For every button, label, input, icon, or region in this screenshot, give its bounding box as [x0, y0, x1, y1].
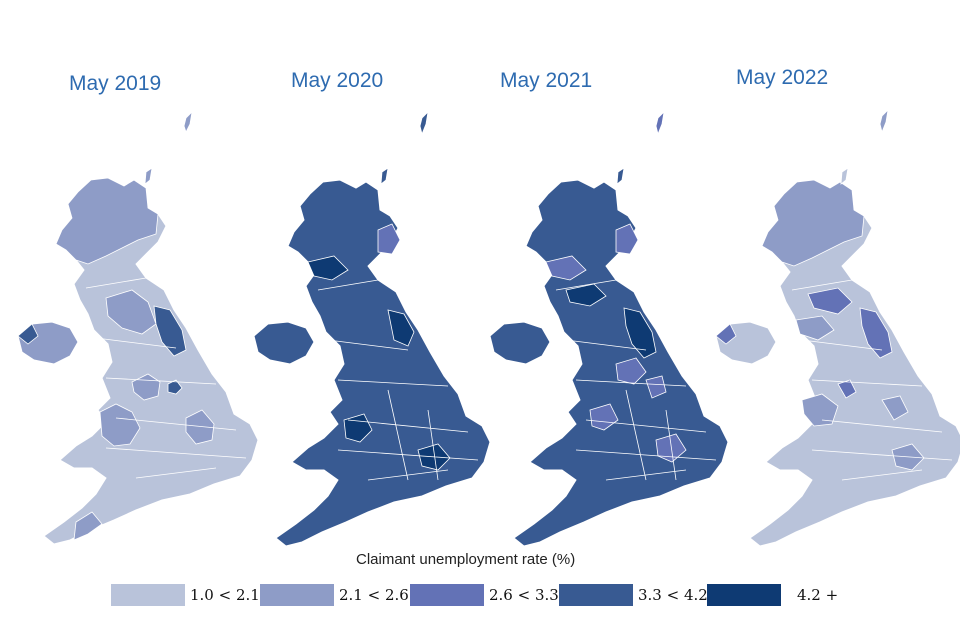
region-base — [616, 167, 625, 185]
legend-label: 3.3 < 4.2 — [638, 586, 708, 604]
region-sec — [307, 255, 349, 281]
panel-title-may-2022: May 2022 — [736, 66, 829, 89]
region-acc — [565, 283, 607, 307]
region-sec — [73, 511, 103, 541]
region-acc — [807, 287, 853, 315]
region-acc — [377, 223, 401, 255]
legend-title: Claimant unemployment rate (%) — [356, 551, 576, 568]
region-sec — [105, 289, 157, 335]
region-sec — [589, 403, 619, 431]
region-sec — [881, 395, 909, 421]
region-sec — [615, 357, 647, 385]
region-sec — [185, 409, 215, 445]
map-may-2021 — [489, 110, 729, 547]
region-acc — [153, 305, 187, 357]
region-sec — [645, 375, 667, 399]
region-sec — [183, 110, 193, 134]
region-sec — [99, 403, 141, 447]
panel-title-may-2019: May 2019 — [69, 72, 162, 95]
region-sec — [655, 110, 665, 136]
legend-label: 1.0 < 2.1 — [190, 586, 260, 604]
region-sec — [615, 223, 639, 255]
region-acc — [17, 323, 39, 345]
map-may-2019 — [17, 110, 259, 545]
map-may-2020 — [253, 110, 491, 547]
region-acc — [715, 323, 737, 345]
region-sec — [387, 309, 415, 347]
panel-title-may-2020: May 2020 — [291, 69, 384, 92]
region-base — [419, 110, 429, 136]
region-base — [840, 167, 849, 185]
region-acc — [859, 307, 893, 359]
region-sec — [655, 433, 687, 463]
legend-label: 2.1 < 2.6 — [339, 586, 409, 604]
panel-title-may-2021: May 2021 — [500, 69, 593, 92]
region-sec — [879, 108, 889, 134]
region-sec — [343, 413, 373, 443]
legend-label: 2.6 < 3.3 — [489, 586, 559, 604]
region-acc — [623, 307, 657, 359]
region-sec — [144, 167, 153, 185]
region-sec — [55, 177, 159, 265]
legend-swatch — [111, 584, 185, 606]
region-acc — [837, 379, 857, 399]
region-sec — [795, 315, 835, 341]
region-base — [253, 321, 315, 365]
region-sec — [801, 393, 839, 427]
map-may-2022 — [715, 108, 960, 547]
region-base — [380, 167, 389, 185]
legend-swatch — [410, 584, 484, 606]
legend-label: 4.2 + — [797, 586, 839, 604]
legend-swatch — [707, 584, 781, 606]
region-base — [489, 321, 551, 365]
legend-swatch — [559, 584, 633, 606]
region-sec — [545, 255, 587, 281]
legend-swatch — [260, 584, 334, 606]
region-acc — [167, 379, 183, 395]
